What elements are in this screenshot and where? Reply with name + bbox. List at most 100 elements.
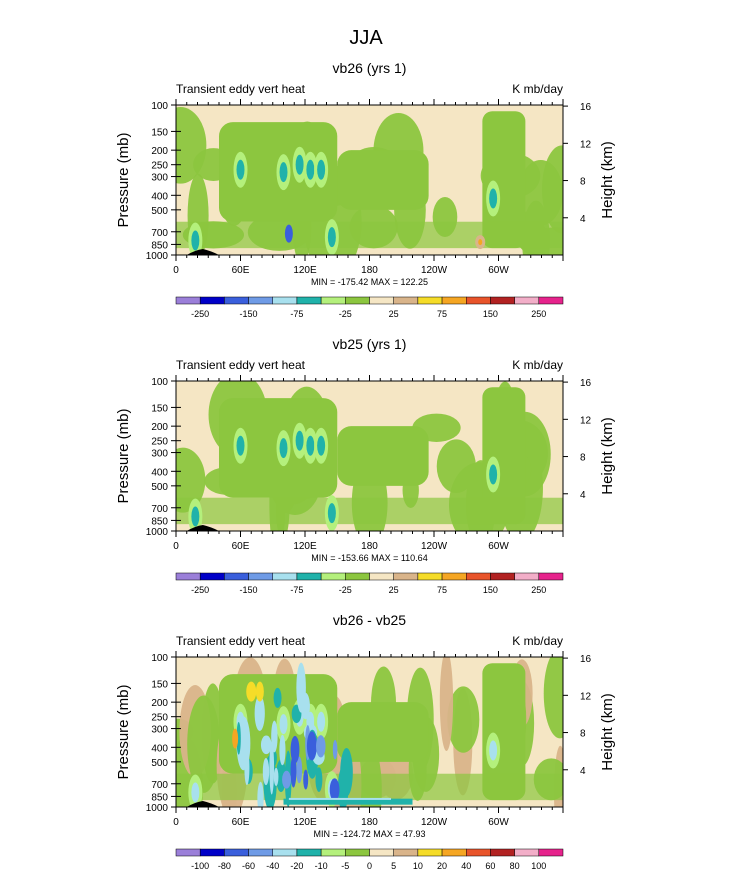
y-tick-label: 500: [151, 758, 168, 769]
colorbar-swatch: [320, 572, 346, 581]
min-max-stats: MIN = -124.72 MAX = 47.93: [313, 829, 425, 839]
y-tick-label: 850: [151, 792, 168, 803]
y-axis-label: Pressure (mb): [115, 408, 132, 503]
colorbar-label: -150: [240, 309, 258, 319]
colorbar-label: -10: [315, 861, 328, 871]
contour-core: [273, 767, 279, 786]
y2-tick-label: 12: [580, 415, 592, 426]
colorbar-swatch: [248, 296, 273, 305]
y-tick-label: 850: [151, 516, 168, 527]
y-tick-label: 700: [151, 504, 168, 515]
x-tick-label: 120W: [421, 265, 448, 276]
x-tick-label: 60E: [232, 817, 250, 828]
colorbar-swatch: [417, 572, 443, 581]
colorbar-label: 100: [531, 861, 546, 871]
contour-blob: [187, 695, 220, 793]
y-tick-label: 100: [151, 101, 168, 112]
contour-blob: [176, 447, 206, 513]
x-tick-label: 120W: [421, 541, 448, 552]
x-tick-label: 60E: [232, 265, 250, 276]
x-tick-label: 120E: [293, 817, 317, 828]
y2-tick-label: 8: [580, 177, 586, 188]
contour-band: [176, 773, 563, 801]
contour-band: [288, 797, 391, 800]
contour-core: [279, 714, 288, 735]
contour-core: [191, 230, 200, 251]
contour-core: [269, 741, 275, 795]
x-tick-label: 180: [361, 817, 378, 828]
min-max-stats: MIN = -153.66 MAX = 110.64: [311, 553, 427, 563]
y-tick-label: 250: [151, 161, 168, 172]
colorbar-label: -80: [218, 861, 231, 871]
main-title: JJA: [349, 27, 383, 49]
y-tick-label: 500: [151, 482, 168, 493]
colorbar-swatch: [538, 572, 564, 581]
x-tick-label: 120E: [293, 265, 317, 276]
y-tick-label: 150: [151, 127, 168, 138]
x-tick-label: 0: [173, 817, 179, 828]
y-tick-label: 250: [151, 437, 168, 448]
y-tick-label: 300: [151, 449, 168, 460]
contour-core: [191, 782, 200, 803]
y-tick-label: 1000: [146, 527, 169, 538]
colorbar-label: 25: [389, 585, 399, 595]
contour-core: [327, 503, 336, 524]
colorbar-swatch: [199, 296, 225, 305]
colorbar-swatch: [272, 296, 298, 305]
colorbar-label: 150: [483, 309, 498, 319]
y2-tick-label: 8: [580, 453, 586, 464]
x-tick-label: 0: [173, 265, 179, 276]
contour-core: [489, 740, 498, 761]
colorbar-swatch: [320, 296, 346, 305]
contour-core: [317, 159, 326, 180]
colorbar-label: 150: [483, 585, 498, 595]
y2-tick-label: 4: [580, 214, 586, 225]
contour-core: [244, 750, 250, 786]
panel-title: vb25 (yrs 1): [333, 336, 407, 352]
colorbar-label: 5: [391, 861, 396, 871]
y2-tick-label: 4: [580, 766, 586, 777]
contour-core: [257, 781, 264, 807]
colorbar-swatch: [224, 572, 249, 581]
colorbar-swatch: [514, 572, 540, 581]
y-tick-label: 150: [151, 403, 168, 414]
y-tick-label: 200: [151, 146, 168, 157]
colorbar-swatch: [466, 572, 491, 581]
y2-axis-label: Height (km): [599, 693, 616, 771]
y-tick-label: 400: [151, 743, 168, 754]
contour-blob: [439, 657, 454, 751]
colorbar-swatch: [224, 296, 249, 305]
colorbar-label: 75: [437, 585, 447, 595]
colorbar-label: 25: [389, 309, 399, 319]
colorbar-label: -75: [290, 585, 303, 595]
colorbar-label: 250: [531, 309, 546, 319]
y-tick-label: 250: [151, 713, 168, 724]
colorbar-swatch: [369, 572, 394, 581]
y-tick-label: 150: [151, 679, 168, 690]
colorbar-label: -60: [242, 861, 255, 871]
contour-core: [295, 430, 304, 451]
y2-tick-label: 12: [580, 139, 592, 150]
panel-left-label: Transient eddy vert heat: [176, 634, 306, 648]
colorbar-swatch: [417, 848, 443, 857]
contour-blob: [543, 657, 563, 739]
contour-core: [191, 506, 200, 527]
y2-tick-label: 12: [580, 691, 592, 702]
contour-core: [489, 188, 498, 209]
y-tick-label: 200: [151, 422, 168, 433]
colorbar-swatch: [514, 296, 540, 305]
colorbar-swatch: [490, 572, 515, 581]
y2-axis-label: Height (km): [599, 417, 616, 495]
y-tick-label: 300: [151, 173, 168, 184]
colorbar-swatch: [369, 296, 394, 305]
contour-core: [262, 757, 270, 786]
contour-field: [176, 657, 563, 807]
chart-panel-3: vb26 - vb25 Transient eddy vert heat K mb/…: [115, 612, 616, 871]
colorbar-label: -5: [341, 861, 349, 871]
colorbar-swatch: [369, 848, 394, 857]
contour-core: [303, 769, 309, 790]
contour-core: [279, 734, 286, 766]
contour-core: [317, 711, 326, 732]
contour-core: [316, 735, 326, 758]
